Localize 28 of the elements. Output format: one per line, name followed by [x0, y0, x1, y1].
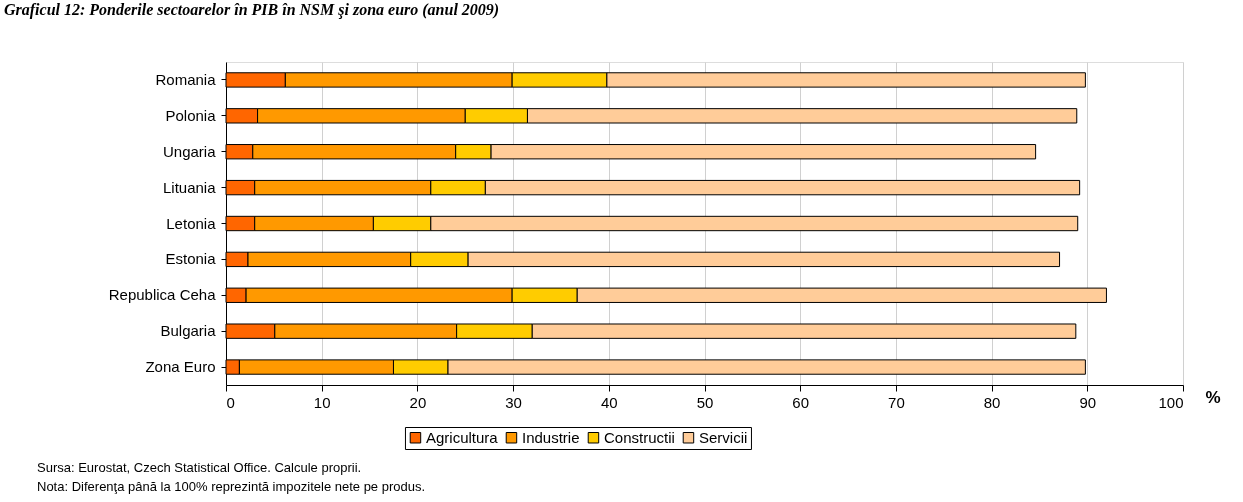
- x-tick-label: 20: [409, 393, 427, 411]
- legend-label: Constructii: [603, 428, 675, 446]
- x-tick-label: 50: [696, 393, 714, 411]
- legend-label: Industrie: [521, 428, 580, 446]
- y-tick-label: Bulgaria: [160, 322, 217, 340]
- x-tick-label: 90: [1079, 393, 1097, 411]
- legend-label: Servicii: [698, 428, 748, 446]
- x-tick-label: 10: [313, 393, 331, 411]
- x-tick-label: 70: [888, 393, 905, 411]
- y-tick-label: Letonia: [166, 214, 217, 232]
- y-tick-label: Lituania: [162, 178, 217, 196]
- chart-title: Graficul 12: Ponderile sectoarelor în PIB în NSM şi zona euro (anul 2009): [4, 1, 500, 19]
- x-tick-label: 100: [1158, 393, 1184, 411]
- y-tick-label: Polonia: [165, 106, 217, 124]
- x-tick-label: 80: [983, 393, 1001, 411]
- y-tick-label: Zona Euro: [145, 358, 216, 376]
- legend-label: Agricultura: [425, 428, 499, 446]
- y-tick-label: Romania: [155, 70, 217, 88]
- x-tick-label: 40: [600, 393, 618, 411]
- x-tick-label: 0: [226, 393, 235, 411]
- x-tick-label: 60: [792, 393, 810, 411]
- x-axis-title: %: [1205, 387, 1221, 407]
- text: Nota: Diferenţa până la 100% reprezintă impozitele nete pe produs.: [37, 479, 426, 494]
- y-tick-label: Republica Ceha: [108, 286, 217, 304]
- y-tick-label: Ungaria: [162, 142, 217, 160]
- y-tick-label: Estonia: [165, 250, 217, 268]
- x-tick-label: 30: [505, 393, 522, 411]
- text: Sursa: Eurostat, Czech Statistical Office. Calcule proprii.: [37, 460, 362, 475]
